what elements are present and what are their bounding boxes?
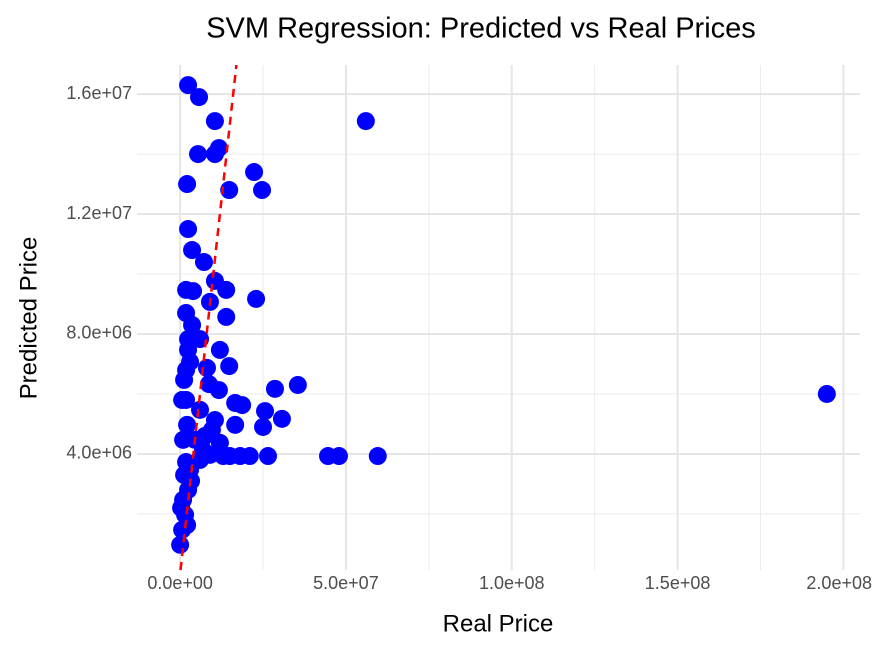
- reference-layer: [179, 64, 238, 571]
- point: [184, 282, 203, 301]
- point: [265, 379, 284, 398]
- y-axis-label: Predicted Price: [15, 237, 42, 400]
- point: [178, 415, 197, 434]
- points: [171, 76, 836, 554]
- x-axis-label: Real Price: [443, 610, 554, 637]
- point: [174, 430, 193, 449]
- point: [233, 396, 252, 415]
- point: [178, 175, 197, 194]
- point: [217, 307, 236, 326]
- point: [197, 358, 216, 377]
- point: [177, 453, 196, 472]
- point: [368, 447, 387, 466]
- point: [189, 145, 208, 164]
- point: [199, 375, 218, 394]
- point: [177, 360, 196, 379]
- point: [172, 498, 191, 517]
- point: [817, 384, 836, 403]
- x-tick-label: 0.0e+00: [147, 573, 213, 593]
- point: [178, 516, 197, 535]
- point: [195, 426, 214, 445]
- point: [183, 241, 202, 260]
- point: [179, 220, 198, 239]
- point: [191, 400, 210, 419]
- chart-title: SVM Regression: Predicted vs Real Prices: [206, 13, 756, 45]
- point: [214, 447, 233, 466]
- point: [253, 181, 272, 200]
- point: [356, 112, 375, 131]
- x-tick-label: 5.0e+07: [313, 573, 379, 593]
- point: [288, 375, 307, 394]
- point: [272, 409, 291, 428]
- y-tick-label: 1.6e+07: [66, 83, 132, 103]
- point: [190, 88, 209, 107]
- point: [210, 340, 229, 359]
- point: [194, 253, 213, 272]
- point: [205, 112, 224, 131]
- point: [247, 289, 266, 308]
- point: [259, 447, 278, 466]
- x-tick-label: 2.0e+08: [806, 573, 872, 593]
- point: [220, 181, 239, 200]
- point: [217, 280, 236, 299]
- y-tick-label: 4.0e+06: [66, 443, 132, 463]
- x-tick-label: 1.5e+08: [645, 573, 711, 593]
- point: [256, 402, 275, 421]
- point: [173, 390, 192, 409]
- point: [245, 163, 264, 182]
- point: [205, 145, 224, 164]
- y-tick-label: 8.0e+06: [66, 323, 132, 343]
- grid: [137, 65, 860, 570]
- point: [226, 415, 245, 434]
- point: [220, 357, 239, 376]
- point: [183, 315, 202, 334]
- point: [254, 417, 273, 436]
- point: [193, 441, 212, 460]
- point: [329, 447, 348, 466]
- point: [179, 76, 198, 95]
- tick-labels: 0.0e+00 5.0e+07 1.0e+08 1.5e+08 2.0e+08 4.0e+…: [66, 83, 872, 593]
- x-tick-label: 1.0e+08: [479, 573, 545, 593]
- reference-line: [179, 64, 238, 571]
- y-tick-label: 1.2e+07: [66, 203, 132, 223]
